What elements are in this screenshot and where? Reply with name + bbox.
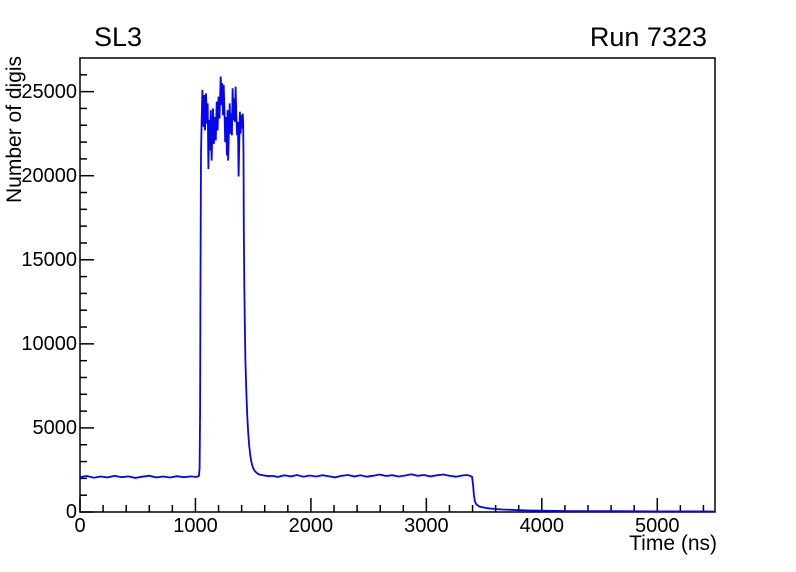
y-tick-label: 20000 xyxy=(21,164,77,187)
pad-title: SL3 xyxy=(94,22,143,52)
x-axis-title: Time (ns) xyxy=(629,532,717,555)
x-tick-label: 3000 xyxy=(404,515,449,537)
y-tick-label: 10000 xyxy=(21,332,77,355)
x-tick-label: 5000 xyxy=(635,515,680,537)
x-tick-label: 4000 xyxy=(519,515,565,537)
run-label: Run 7323 xyxy=(589,22,707,52)
digis-time-curve xyxy=(79,76,716,513)
x-tick-label: 2000 xyxy=(288,515,334,537)
y-tick-label: 5000 xyxy=(32,416,78,439)
x-tick-label: 0 xyxy=(74,515,86,537)
y-tick-label: 0 xyxy=(65,501,77,523)
x-tick-label: 1000 xyxy=(173,515,218,537)
y-tick-label: 25000 xyxy=(21,80,77,103)
plot-frame xyxy=(79,57,716,513)
y-tick-label: 15000 xyxy=(21,248,77,271)
